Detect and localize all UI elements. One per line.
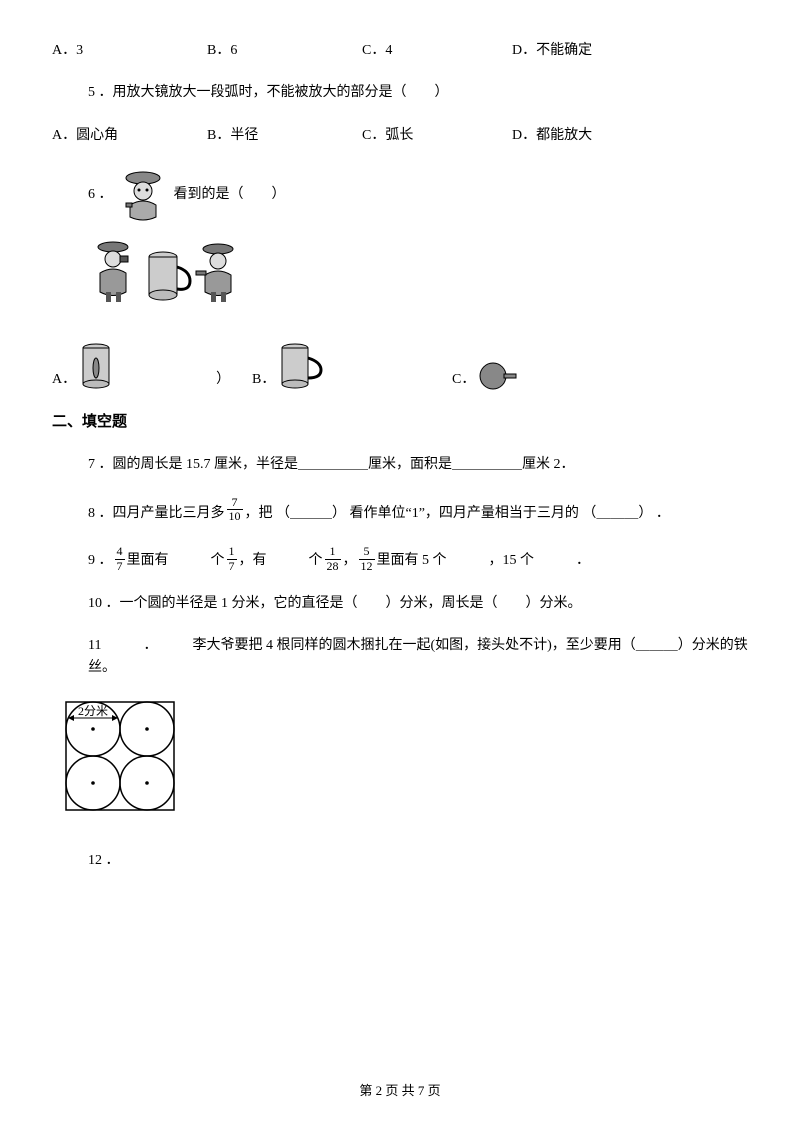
q10-text: 10 ．一个圆的半径是 1 分米，它的直径是（ ）分米，周长是（ ）分米。 <box>52 593 748 615</box>
q6-prefix: 6 ． <box>88 187 113 202</box>
q9-p5: 里面有 5 个 ，15 个 ． <box>377 550 591 572</box>
q4-options: A．3 B．6 C．4 D．不能确定 <box>52 40 748 62</box>
q5-option-c: C．弧长 <box>362 125 512 147</box>
q9: 9 ． 4 7 里面有 个 1 7 ，有 个 1 28 ， 5 12 里面有 5… <box>52 545 748 572</box>
q6-option-b-label: B． <box>252 369 275 391</box>
q6-suffix: 看到的是（ ） <box>174 187 286 202</box>
q5-option-b: B．半径 <box>207 125 362 147</box>
mug-handle-icon <box>275 340 325 392</box>
q9-p1: 9 ． <box>88 550 113 572</box>
q9-f4: 5 12 <box>359 545 375 572</box>
q4-option-d: D．不能确定 <box>512 40 592 62</box>
q4-option-a: A．3 <box>52 40 207 62</box>
mug-top-icon <box>475 360 521 392</box>
q8-p2: ，把 （＿＿＿） 看作单位“1”，四月产量相当于三月的 （＿＿＿） ． <box>245 503 670 525</box>
q6-option-a-label: A． <box>52 369 76 391</box>
q8: 8 ．四月产量比三月多 7 10 ，把 （＿＿＿） 看作单位“1”，四月产量相当… <box>52 496 748 525</box>
q9-p4: ， <box>343 550 357 572</box>
q8-fraction: 7 10 <box>227 496 243 523</box>
q4-option-c: C．4 <box>362 40 512 62</box>
q6-scene <box>52 237 748 315</box>
diameter-label: 2分米 <box>78 704 108 718</box>
q9-p2: 里面有 个 <box>127 550 225 572</box>
observer-top-icon <box>116 167 170 223</box>
paren-a: ） <box>216 369 230 391</box>
q5-text: 5 ．用放大镜放大一段弧时，不能被放大的部分是（ ） <box>52 82 748 104</box>
q11-text: 11 ． 李大爷要把 4 根同样的圆木捆扎在一起(如图，接头处不计)，至少要用（… <box>52 635 748 680</box>
q5-option-d: D．都能放大 <box>512 125 592 147</box>
q9-p3: ，有 个 <box>239 550 323 572</box>
section-2-title: 二、填空题 <box>52 410 748 434</box>
q6-stem: 6 ． 看到的是（ ） <box>52 167 748 223</box>
q12-text: 12 ． <box>52 850 748 872</box>
q6-option-c-label: C． <box>452 369 475 391</box>
q9-f1: 4 7 <box>115 545 125 572</box>
four-circles-diagram: 2分米 <box>64 700 748 820</box>
scene-icon <box>88 237 258 307</box>
mug-side-icon <box>76 340 116 392</box>
q8-p1: 8 ．四月产量比三月多 <box>88 503 225 525</box>
q9-f3: 1 28 <box>325 545 341 572</box>
q5-option-a: A．圆心角 <box>52 125 207 147</box>
q4-option-b: B．6 <box>207 40 362 62</box>
q6-options: A． ） B． C． <box>52 340 748 392</box>
page-footer: 第 2 页 共 7 页 <box>0 1081 800 1102</box>
q5-options: A．圆心角 B．半径 C．弧长 D．都能放大 <box>52 125 748 147</box>
q7-text: 7 ．圆的周长是 15.7 厘米，半径是＿＿＿＿＿厘米，面积是＿＿＿＿＿厘米 2… <box>52 454 748 476</box>
q9-f2: 1 7 <box>227 545 237 572</box>
